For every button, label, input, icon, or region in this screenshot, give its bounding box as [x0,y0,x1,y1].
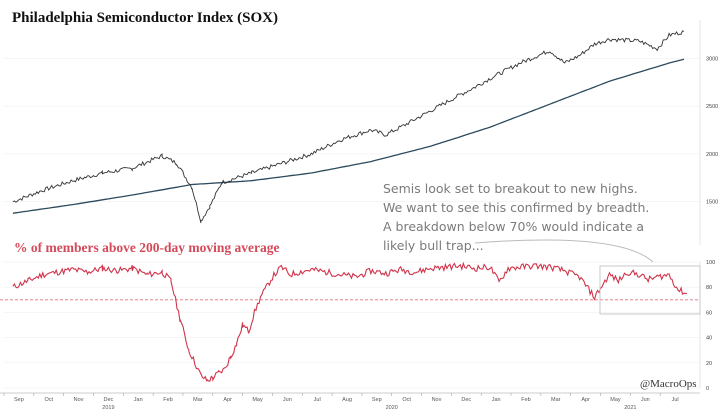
x-axis-month-label: Jul [672,397,679,403]
x-axis-month-label: Aug [342,397,352,403]
annotation-line-1: Semis look set to breakout to new highs. [383,181,638,196]
annotation-line-3: A breakdown below 70% would indicate a [383,219,644,234]
x-axis-month-label: Nov [432,397,442,403]
x-axis-month-label: Apr [581,397,590,403]
watermark: @MacroOps [640,378,697,390]
x-axis-month-label: Jul [314,397,321,403]
price-line [12,30,685,224]
lower-y-tick-label: 80 [706,285,712,291]
x-axis-month-label: Sep [14,397,24,403]
lower-y-tick-label: 0 [706,386,709,392]
x-axis-year-label: 2020 [386,405,398,411]
lower-y-tick-label: 100 [706,260,715,266]
chart-title: Philadelphia Semiconductor Index (SOX) [12,10,278,26]
x-axis-month-label: Jan [134,397,143,403]
x-axis-month-label: Jun [641,397,650,403]
upper-y-axis: 1500 2000 2500 3000 [699,20,718,245]
annotation-text: Semis look set to breakout to new highs.… [383,181,649,253]
x-axis-month-label: Oct [402,397,411,403]
x-axis-year-label: 2019 [102,405,114,411]
x-axis-month-label: May [252,397,263,403]
x-axis-month-label: May [610,397,621,403]
upper-y-tick-label: 2500 [706,104,718,110]
x-axis-month-label: Nov [74,397,84,403]
upper-y-tick-label: 1500 [706,200,718,206]
upper-y-tick-label: 2000 [706,152,718,158]
x-axis-month-label: Mar [193,397,203,403]
x-axis-month-label: Mar [551,397,561,403]
lower-gridlines [4,261,700,389]
x-axis-year-label: 2021 [624,405,636,411]
moving-average-line [12,58,685,214]
upper-y-tick-label: 3000 [706,56,718,62]
lower-y-tick-label: 60 [706,310,712,316]
x-axis-month-label: Sep [372,397,382,403]
x-axis-year-labels: 2019 2020 2021 [102,405,636,411]
x-axis-month-label: Feb [521,397,530,403]
x-axis-month-label: Jan [492,397,501,403]
x-axis-month-label: Oct [44,397,53,403]
annotation-line-4: likely bull trap... [383,238,484,253]
x-axis-month-label: Dec [461,397,471,403]
lower-panel-title: % of members above 200-day moving averag… [14,240,279,255]
breadth-line [12,261,688,382]
annotation-highlight-box [599,265,701,315]
x-axis-month-label: Dec [104,397,114,403]
x-axis-month-label: Apr [223,397,232,403]
annotation-line-2: We want to see this confirmed by breadth… [383,200,649,215]
upper-gridlines [4,58,700,202]
x-axis-month-label: Jun [283,397,292,403]
annotation-arrow [474,239,654,263]
lower-y-tick-label: 20 [706,361,712,367]
lower-y-tick-label: 40 [706,336,712,342]
x-axis-month-label: Feb [163,397,172,403]
x-axis-month-labels: Sep Oct Nov Dec Jan Feb Mar Apr May Jun Jul Aug Sep O… [3,393,679,403]
